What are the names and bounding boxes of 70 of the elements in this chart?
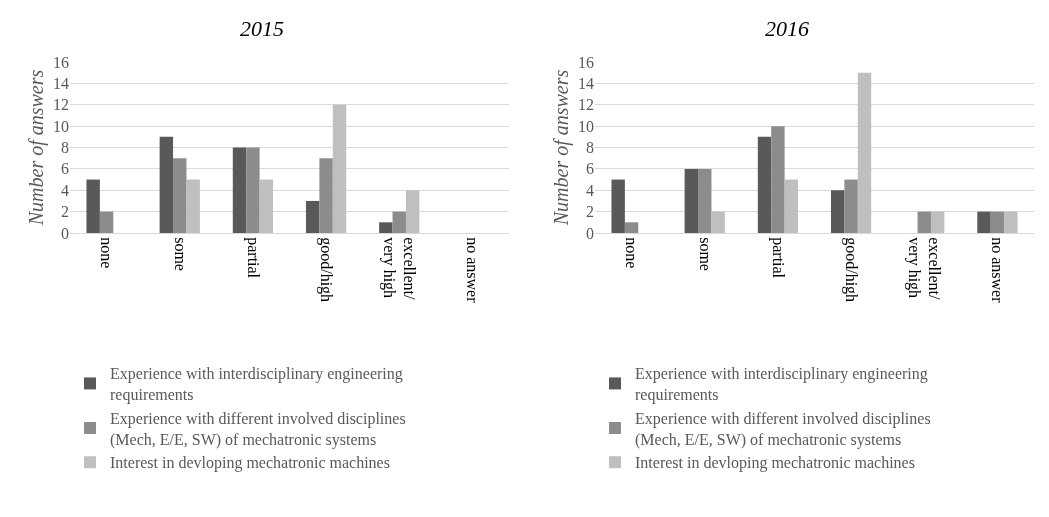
y-tick-label: 2 [61, 203, 69, 221]
y-tick-label: 14 [578, 74, 594, 92]
bar [159, 136, 174, 233]
y-tick-label: 14 [53, 74, 69, 92]
bar [86, 179, 100, 233]
y-tick-label: 2 [586, 203, 594, 221]
bar [698, 168, 712, 233]
y-tick-label: 16 [578, 53, 594, 71]
bar [305, 200, 320, 233]
y-tick-label: 12 [578, 96, 594, 114]
legend-label: Experience with different involved disciplines (Mech, E/E, SW) of mechatronic systems [635, 409, 931, 449]
x-tick-label: some [171, 237, 189, 271]
bar [624, 222, 639, 233]
y-tick-label: 0 [61, 224, 69, 242]
y-tick-label: 8 [586, 139, 594, 157]
bar [259, 179, 274, 233]
x-tick-label: excellent/ very high [904, 237, 944, 300]
x-tick-label: partial [243, 237, 262, 279]
bar [930, 211, 945, 233]
y-tick-label: 0 [586, 224, 594, 242]
bar [99, 211, 114, 233]
y-tick-label: 10 [53, 117, 69, 135]
chart-title: 2016 [765, 16, 809, 42]
bar [611, 179, 625, 233]
bar [844, 179, 858, 233]
legend-label: Interest in devloping mechatronic machines [635, 454, 915, 473]
x-tick-label: partial [768, 237, 787, 279]
chart-title: 2015 [240, 16, 284, 42]
x-tick-label: none [98, 237, 116, 269]
x-tick-label: excellent/ very high [379, 237, 419, 300]
bar [1004, 211, 1018, 233]
y-axis-title: Number of answers [24, 69, 48, 227]
x-tick-label: no answer [989, 237, 1007, 304]
x-tick-label: none [623, 237, 641, 269]
y-axis-title: Number of answers [549, 69, 573, 227]
x-tick-label: good/high [841, 237, 860, 303]
bar [173, 158, 187, 233]
x-tick-label: good/high [316, 237, 335, 303]
legend-label: Experience with different involved disciplines (Mech, E/E, SW) of mechatronic systems [110, 409, 406, 449]
y-tick-label: 10 [578, 117, 594, 135]
bar [757, 136, 772, 233]
y-tick-label: 6 [586, 160, 594, 178]
bar [379, 222, 393, 233]
bar [405, 190, 420, 233]
legend-label: Experience with interdisciplinary engineering requirements [110, 365, 403, 405]
bar [711, 211, 725, 233]
bar [332, 104, 347, 233]
y-tick-label: 12 [53, 96, 69, 114]
bar [232, 147, 247, 233]
bar [771, 126, 785, 233]
bar [977, 211, 991, 233]
x-tick-label: no answer [464, 237, 482, 304]
bar [319, 158, 333, 233]
bar [830, 190, 845, 233]
bar [684, 168, 699, 233]
bar [917, 211, 931, 233]
bar [857, 72, 872, 233]
legend-label: Interest in devloping mechatronic machines [110, 454, 390, 473]
y-tick-label: 8 [61, 139, 69, 157]
bar [246, 147, 260, 233]
y-tick-label: 4 [61, 181, 69, 199]
legend-label: Experience with interdisciplinary engineering requirements [635, 365, 928, 405]
x-tick-label: some [696, 237, 714, 271]
y-tick-label: 6 [61, 160, 69, 178]
y-tick-label: 4 [586, 181, 594, 199]
y-tick-label: 16 [53, 53, 69, 71]
bar [392, 211, 406, 233]
bar [186, 179, 200, 233]
bar [990, 211, 1005, 233]
bar [784, 179, 799, 233]
